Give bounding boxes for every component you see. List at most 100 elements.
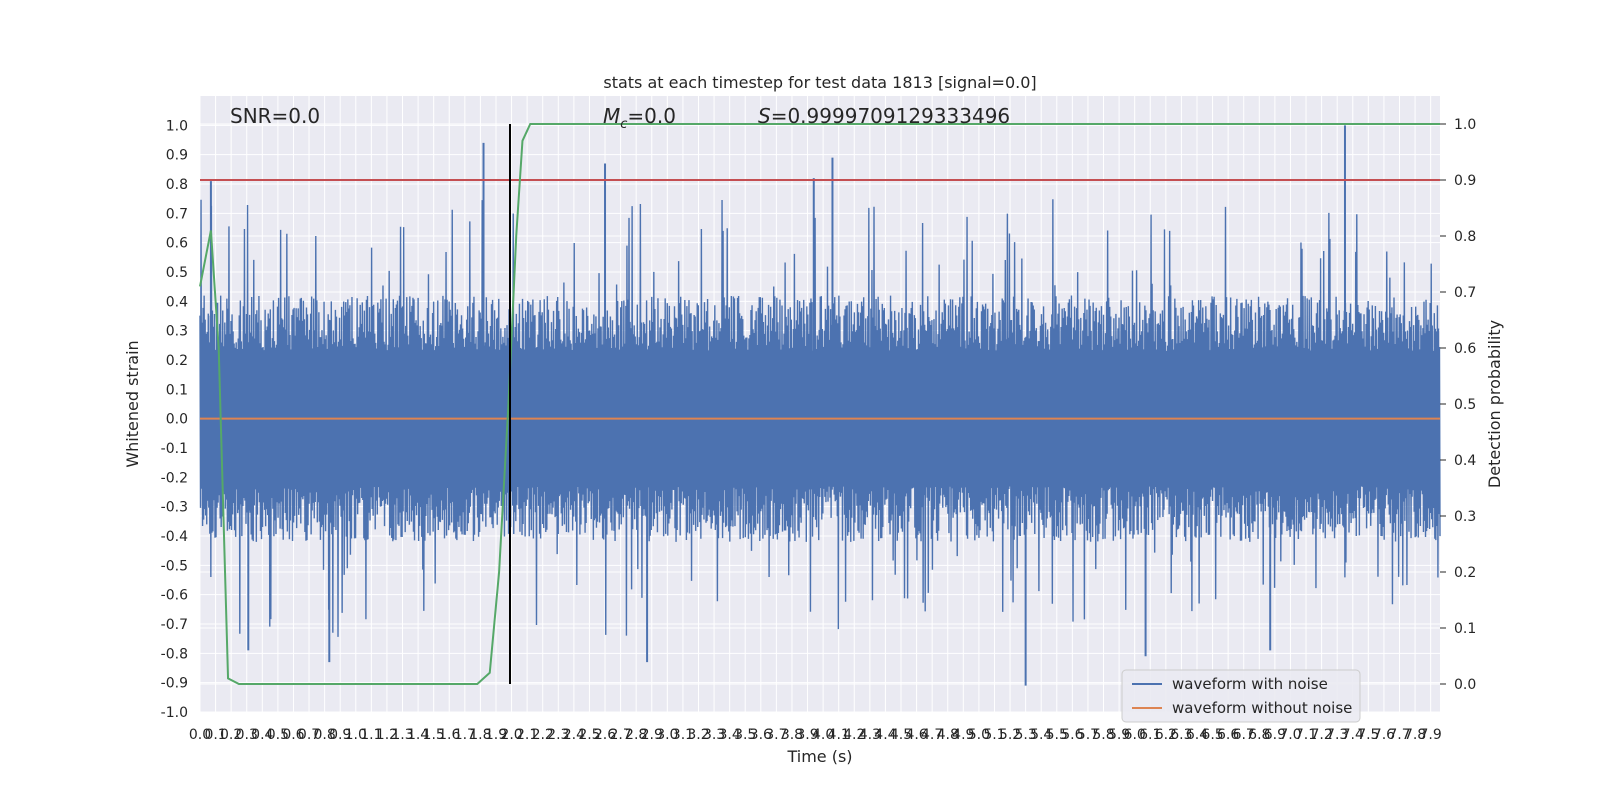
y-tick-label-left: -1.0 <box>161 705 188 721</box>
probability-annotation: S=0.9999709129333496 <box>758 104 1010 128</box>
x-tick-label: 0.6 <box>282 727 304 743</box>
x-tick-label: 1.1 <box>360 727 382 743</box>
axis-ticks: 0.00.10.20.30.40.50.60.70.80.91.01.11.21… <box>161 117 1477 743</box>
y-tick-label-left: 0.2 <box>166 353 188 369</box>
legend-box <box>1121 669 1361 723</box>
x-tick-label: 1.4 <box>407 727 429 743</box>
y-tick-label-left: 0.6 <box>166 236 188 252</box>
legend-label-noise: waveform with noise <box>1172 675 1328 693</box>
x-tick-label: 7.2 <box>1310 727 1332 743</box>
x-tick-label: 4.7 <box>921 727 943 743</box>
x-tick-label: 0.0 <box>189 727 211 743</box>
y-tick-label-left: -0.2 <box>161 470 188 486</box>
x-tick-label: 6.8 <box>1248 727 1270 743</box>
x-tick-label: 4.5 <box>890 727 912 743</box>
y-tick-label-right: 0.9 <box>1454 173 1476 189</box>
x-axis-label: Time (s) <box>786 747 852 766</box>
x-tick-label: 0.1 <box>204 727 226 743</box>
x-tick-label: 2.0 <box>500 727 522 743</box>
x-tick-label: 3.1 <box>672 727 694 743</box>
y-tick-label-left: 0.8 <box>166 177 188 193</box>
x-tick-label: 3.9 <box>796 727 818 743</box>
chirp-mass-subscript: c <box>620 117 627 132</box>
x-tick-label: 5.9 <box>1108 727 1130 743</box>
x-tick-label: 0.7 <box>298 727 320 743</box>
x-tick-label: 4.1 <box>828 727 850 743</box>
y-tick-label-left: 0.9 <box>166 148 188 164</box>
x-tick-label: 0.2 <box>220 727 242 743</box>
x-tick-label: 5.7 <box>1077 727 1099 743</box>
x-tick-label: 2.9 <box>641 727 663 743</box>
x-tick-label: 7.4 <box>1342 727 1364 743</box>
y-tick-label-right: 0.0 <box>1454 677 1476 693</box>
waveform-with-noise-line <box>199 199 1441 637</box>
y-tick-label-right: 0.6 <box>1454 341 1476 357</box>
x-tick-label: 7.8 <box>1404 727 1426 743</box>
x-tick-label: 2.6 <box>594 727 616 743</box>
x-tick-label: 3.6 <box>750 727 772 743</box>
chirp-mass-symbol: M <box>603 104 620 128</box>
x-tick-label: 6.4 <box>1186 727 1208 743</box>
y-tick-label-left: 0.3 <box>166 324 188 340</box>
y-tick-label-left: 0.4 <box>166 294 188 310</box>
x-tick-label: 2.5 <box>578 727 600 743</box>
x-tick-label: 6.3 <box>1170 727 1192 743</box>
legend: waveform with noise waveform without noi… <box>1121 669 1361 723</box>
chirp-mass-annotation: Mc=0.0 <box>603 104 676 132</box>
x-tick-label: 3.5 <box>734 727 756 743</box>
x-tick-label: 5.5 <box>1046 727 1068 743</box>
x-tick-label: 3.2 <box>687 727 709 743</box>
legend-label-clean: waveform without noise <box>1172 699 1352 717</box>
x-tick-label: 3.8 <box>781 727 803 743</box>
y-tick-label-left: 1.0 <box>166 118 188 134</box>
x-tick-label: 4.9 <box>952 727 974 743</box>
x-tick-label: 4.2 <box>843 727 865 743</box>
x-tick-label: 3.0 <box>656 727 678 743</box>
x-tick-label: 0.9 <box>329 727 351 743</box>
x-tick-label: 4.3 <box>859 727 881 743</box>
y-tick-label-left: 0.7 <box>166 206 188 222</box>
x-tick-label: 0.8 <box>313 727 335 743</box>
y-tick-label-left: -0.9 <box>161 676 188 692</box>
x-tick-label: 4.4 <box>874 727 896 743</box>
x-tick-label: 6.1 <box>1139 727 1161 743</box>
x-tick-label: 7.6 <box>1373 727 1395 743</box>
x-tick-label: 6.0 <box>1124 727 1146 743</box>
probability-symbol: S <box>758 104 771 128</box>
x-tick-label: 2.8 <box>625 727 647 743</box>
x-tick-label: 5.1 <box>983 727 1005 743</box>
waveform-with-noise-series <box>199 125 1441 686</box>
chart-title: stats at each timestep for test data 181… <box>603 73 1036 92</box>
y-axis-right-label: Detection probability <box>1485 320 1504 488</box>
x-tick-label: 5.8 <box>1092 727 1114 743</box>
y-tick-label-left: -0.7 <box>161 617 188 633</box>
x-tick-label: 7.9 <box>1420 727 1442 743</box>
y-tick-label-left: -0.1 <box>161 441 188 457</box>
x-tick-label: 2.7 <box>609 727 631 743</box>
x-tick-label: 2.4 <box>563 727 585 743</box>
overlay-lines <box>199 123 1440 685</box>
y-tick-label-left: -0.4 <box>161 529 188 545</box>
x-tick-label: 7.3 <box>1326 727 1348 743</box>
x-tick-label: 1.3 <box>391 727 413 743</box>
x-tick-label: 2.2 <box>532 727 554 743</box>
y-tick-label-right: 0.4 <box>1454 453 1476 469</box>
x-tick-label: 4.8 <box>937 727 959 743</box>
x-tick-label: 5.0 <box>968 727 990 743</box>
x-tick-label: 1.5 <box>423 727 445 743</box>
x-tick-label: 1.9 <box>485 727 507 743</box>
x-tick-label: 5.4 <box>1030 727 1052 743</box>
probability-value: =0.9999709129333496 <box>771 104 1010 128</box>
y-tick-label-left: -0.6 <box>161 588 188 604</box>
x-tick-label: 7.1 <box>1295 727 1317 743</box>
x-tick-label: 6.9 <box>1264 727 1286 743</box>
x-tick-label: 1.8 <box>469 727 491 743</box>
chirp-mass-value: =0.0 <box>627 104 676 128</box>
y-tick-label-right: 1.0 <box>1454 117 1476 133</box>
x-tick-label: 7.5 <box>1357 727 1379 743</box>
x-tick-label: 1.6 <box>438 727 460 743</box>
detection-probability-line <box>199 123 1440 685</box>
y-tick-label-left: -0.8 <box>161 646 188 662</box>
x-tick-label: 7.0 <box>1279 727 1301 743</box>
x-tick-label: 4.6 <box>905 727 927 743</box>
